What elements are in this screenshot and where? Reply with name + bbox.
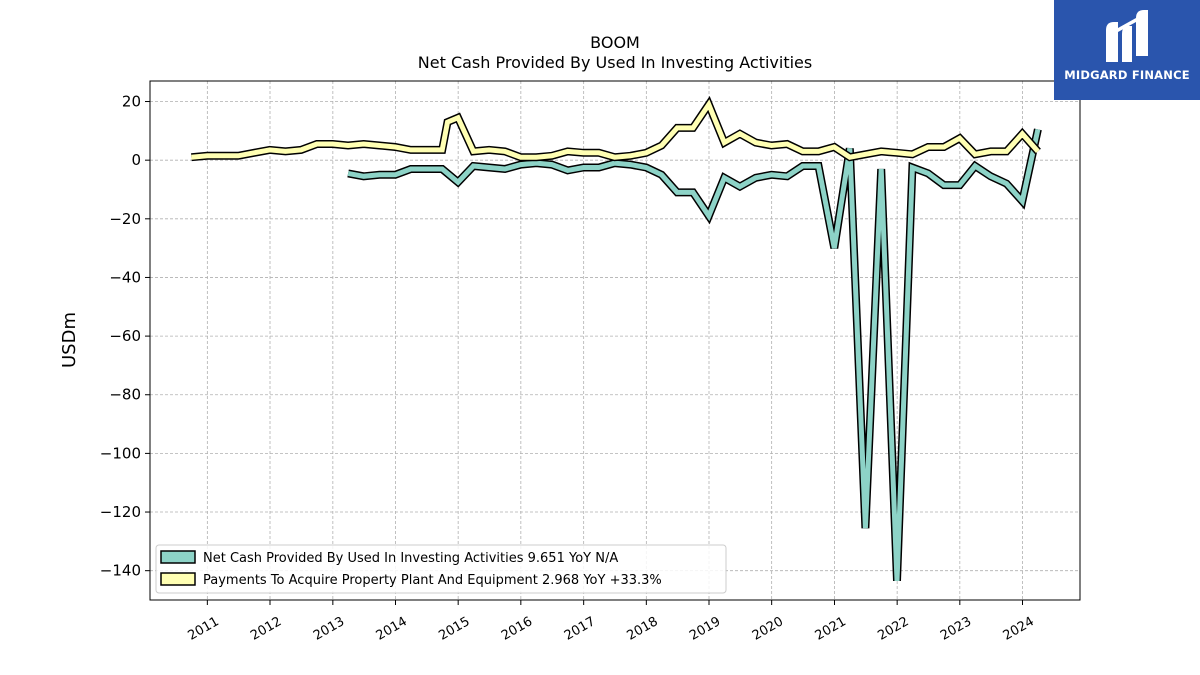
legend-swatch-capex (160, 572, 196, 586)
x-axis-ticks: 2011 2012 2013 2014 2015 2016 2017 2018 2019 2020… (186, 600, 1037, 644)
x-tick-label: 2021 (813, 614, 849, 644)
series-line-investing (347, 128, 1042, 582)
y-tick-label: −40 (109, 268, 141, 286)
brand-logo-text: MIDGARD FINANCE (1064, 68, 1190, 82)
x-tick-label: 2014 (374, 614, 410, 644)
plot-frame (149, 80, 1081, 601)
y-tick-label: −20 (109, 210, 141, 228)
series-line-capex-outline (191, 96, 1041, 162)
y-axis-ticks: 20 0 −20 −40 −60 −80 −100 −120 −140 (100, 93, 150, 580)
x-tick-label: 2024 (1001, 614, 1037, 644)
series-layer (191, 96, 1042, 582)
series-line-investing-outline (347, 128, 1042, 582)
x-tick-label: 2020 (750, 614, 786, 644)
x-tick-label: 2013 (311, 614, 347, 644)
y-tick-label: −140 (100, 562, 141, 580)
brand-logo: MIDGARD FINANCE (1054, 0, 1200, 100)
midgard-m-logo-icon (1106, 10, 1148, 62)
series-line-investing-fill (347, 128, 1041, 581)
legend: Net Cash Provided By Used In Investing A… (155, 544, 727, 594)
y-tick-label: −60 (109, 327, 141, 345)
x-tick-label: 2012 (248, 614, 284, 644)
y-tick-label: −120 (100, 503, 141, 521)
x-tick-label: 2011 (186, 614, 222, 644)
x-tick-label: 2015 (436, 614, 472, 644)
x-tick-label: 2016 (499, 614, 535, 644)
x-tick-label: 2019 (687, 614, 723, 644)
y-tick-label: 20 (122, 93, 141, 111)
y-tick-label: −100 (100, 444, 141, 462)
legend-box (155, 544, 727, 594)
series-line-capex-fill (191, 99, 1040, 160)
legend-label-investing: Net Cash Provided By Used In Investing A… (203, 551, 618, 566)
series-line-capex (191, 96, 1041, 162)
y-tick-label: −80 (109, 386, 141, 404)
y-axis-label: USDm (59, 312, 80, 368)
chart-title: BOOM (590, 33, 640, 52)
chart-subtitle: Net Cash Provided By Used In Investing A… (418, 53, 812, 72)
x-tick-label: 2018 (625, 614, 661, 644)
x-tick-label: 2022 (875, 614, 911, 644)
legend-label-capex: Payments To Acquire Property Plant And E… (203, 573, 662, 588)
x-tick-label: 2017 (562, 614, 598, 644)
legend-swatch-investing (160, 550, 196, 564)
x-tick-label: 2023 (938, 614, 974, 644)
y-tick-label: 0 (131, 151, 141, 169)
